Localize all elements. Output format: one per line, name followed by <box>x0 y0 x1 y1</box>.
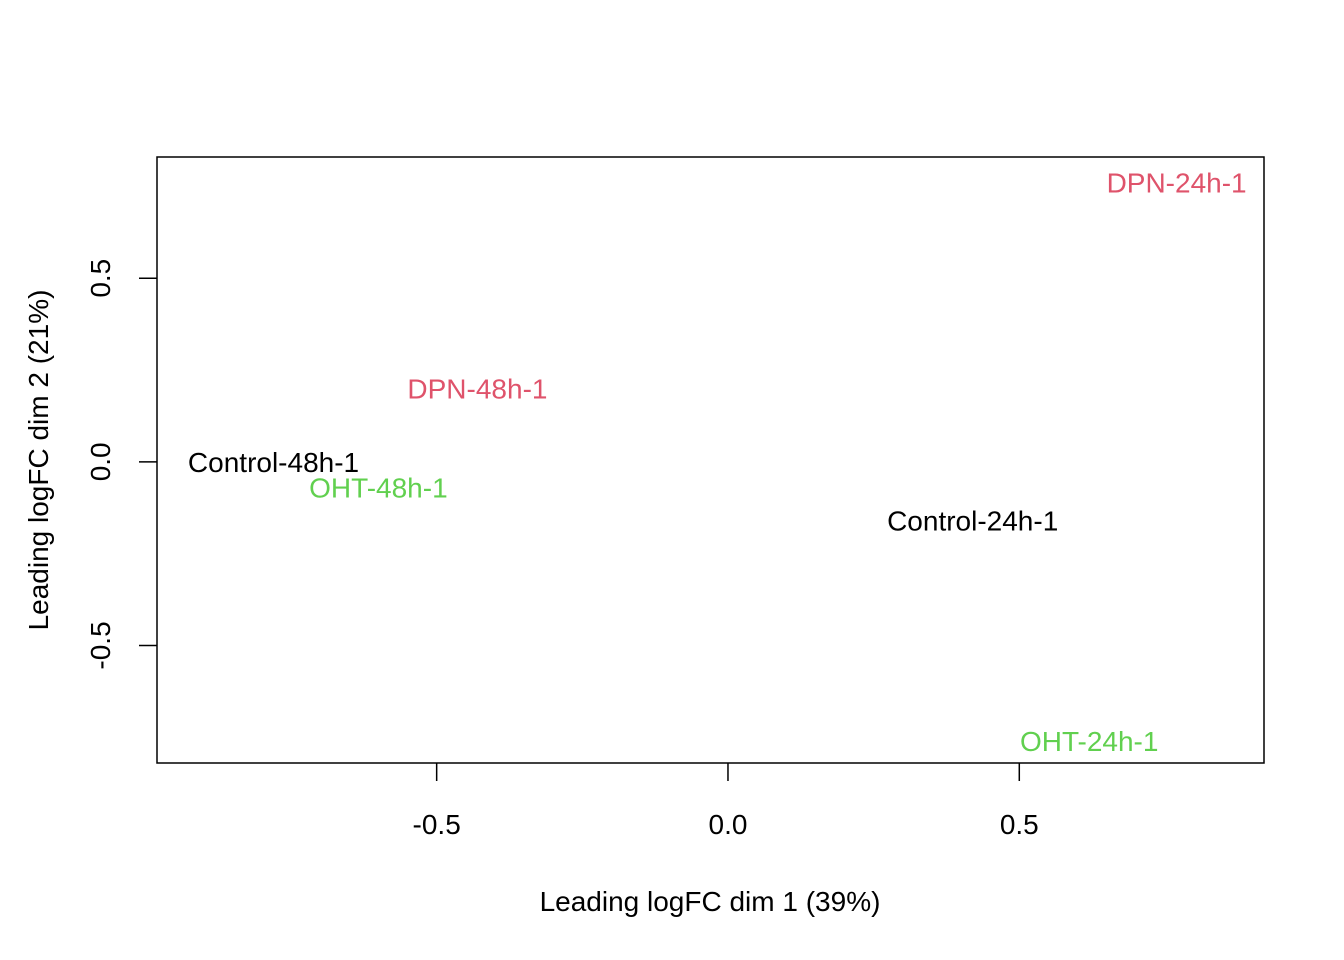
x-axis: -0.5 0.0 0.5 <box>413 763 1039 840</box>
x-tick-label: -0.5 <box>413 809 461 840</box>
y-tick-label: 0.5 <box>85 259 116 298</box>
x-axis-label: Leading logFC dim 1 (39%) <box>540 886 881 917</box>
x-tick-label: 0.5 <box>1000 809 1039 840</box>
point-label: Control-24h-1 <box>887 506 1058 537</box>
point-label: Control-48h-1 <box>188 447 359 478</box>
y-tick-label: 0.0 <box>85 442 116 481</box>
point-labels: DPN-24h-1 DPN-48h-1 Control-48h-1OHT-48h-1… <box>188 168 1247 757</box>
y-axis-label: Leading logFC dim 2 (21%) <box>23 290 54 631</box>
point-label: OHT-48h-1 <box>309 473 448 504</box>
point-label: DPN-48h-1 <box>407 373 547 404</box>
x-tick-label: 0.0 <box>709 809 748 840</box>
point-label: DPN-24h-1 <box>1107 168 1247 199</box>
y-axis: -0.5 0.0 0.5 <box>85 259 157 670</box>
plot-frame <box>156 156 1265 764</box>
y-tick-label: -0.5 <box>85 621 116 669</box>
point-label: OHT-24h-1 <box>1020 726 1159 757</box>
